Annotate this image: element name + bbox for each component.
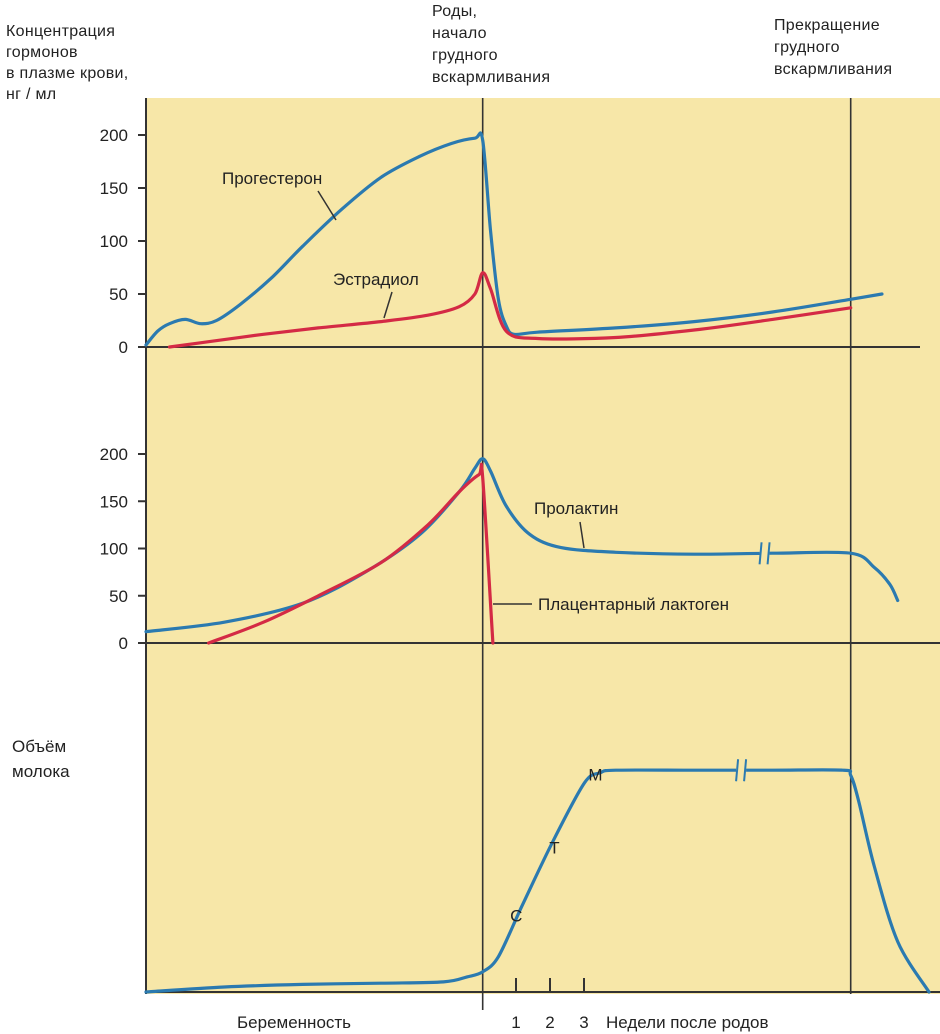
x-label-pregnancy: Беременность — [237, 1013, 351, 1032]
panel1-tick-label: 200 — [100, 126, 128, 145]
panel2-tick-label: 0 — [119, 634, 128, 653]
annotation-leader — [383, 291, 393, 319]
break-mark — [743, 759, 748, 782]
stage-label-Т: Т — [549, 838, 559, 857]
hdr-y-line-1: гормонов — [6, 44, 78, 61]
plot-background — [146, 98, 940, 994]
series-line-Эстрадиол — [167, 271, 853, 349]
annotation-placental_lactogen: Плацентарный лактоген — [538, 595, 729, 614]
hdr-y-line-0: Концентрация — [6, 23, 115, 40]
panel1-tick-label: 150 — [100, 179, 128, 198]
x-label-weeks: Недели после родов — [606, 1013, 769, 1032]
break-gap — [759, 543, 770, 564]
milk-volume-title: Объём молока — [12, 737, 70, 781]
birth-header: Роды, начало грудного вскармливания — [432, 3, 550, 86]
hdr-birth-line-1: начало — [432, 25, 487, 42]
hdr-wean-line-2: вскармливания — [774, 61, 892, 78]
hdr-birth-line-3: вскармливания — [432, 69, 550, 86]
week-tick-label: 3 — [579, 1013, 588, 1032]
week-tick-label: 2 — [545, 1013, 554, 1032]
break-mark — [735, 759, 740, 782]
panel2-tick-label: 100 — [100, 540, 128, 559]
panel1-tick-label: 100 — [100, 232, 128, 251]
annotation-leader — [317, 190, 337, 221]
break-mark — [758, 542, 763, 565]
annotation-leader — [579, 521, 585, 549]
panel2-tick-label: 200 — [100, 445, 128, 464]
annotation-estradiol: Эстрадиол — [333, 270, 419, 289]
hdr-milk-line-1: молока — [12, 762, 70, 781]
week-tick-label: 1 — [511, 1013, 520, 1032]
series-line-Прогестерон — [144, 131, 884, 347]
weaning-header: Прекращение грудного вскармливания — [774, 17, 892, 78]
stage-label-М: М — [588, 765, 602, 784]
hdr-y-line-2: в плазме крови, — [6, 65, 129, 82]
panel1-tick-label: 50 — [109, 285, 128, 304]
hdr-birth-line-2: грудного — [432, 47, 498, 64]
series-line-Объём молока — [144, 768, 931, 994]
hdr-birth-line-0: Роды, — [432, 3, 477, 20]
hdr-y-line-3: нг / мл — [6, 86, 56, 103]
hdr-wean-line-0: Прекращение — [774, 17, 880, 34]
break-mark — [766, 542, 771, 565]
hdr-milk-line-0: Объём — [12, 737, 66, 756]
annotation-progesterone: Прогестерон — [222, 169, 322, 188]
series-layer: С Т М — [144, 131, 931, 994]
hdr-wean-line-1: грудного — [774, 39, 840, 56]
series-line-Плацентарный лактоген — [207, 462, 495, 645]
panel1-tick-label: 0 — [119, 338, 128, 357]
y-axis-title: Концентрация гормонов в плазме крови, нг / … — [6, 23, 129, 103]
annotation-layer: Прогестерон Эстрадиол Пролактин Плацентарны… — [222, 169, 729, 614]
panel2-y-ticks: 200 150 100 50 0 — [100, 445, 146, 653]
panel2-tick-label: 150 — [100, 492, 128, 511]
annotation-prolactin: Пролактин — [534, 499, 618, 518]
break-gap — [736, 760, 747, 781]
panel2-tick-label: 50 — [109, 587, 128, 606]
stage-label-С: С — [510, 906, 522, 925]
week-ticks: 1 2 3 — [511, 978, 589, 1032]
panel1-y-ticks: 200 150 100 50 0 — [100, 126, 146, 357]
